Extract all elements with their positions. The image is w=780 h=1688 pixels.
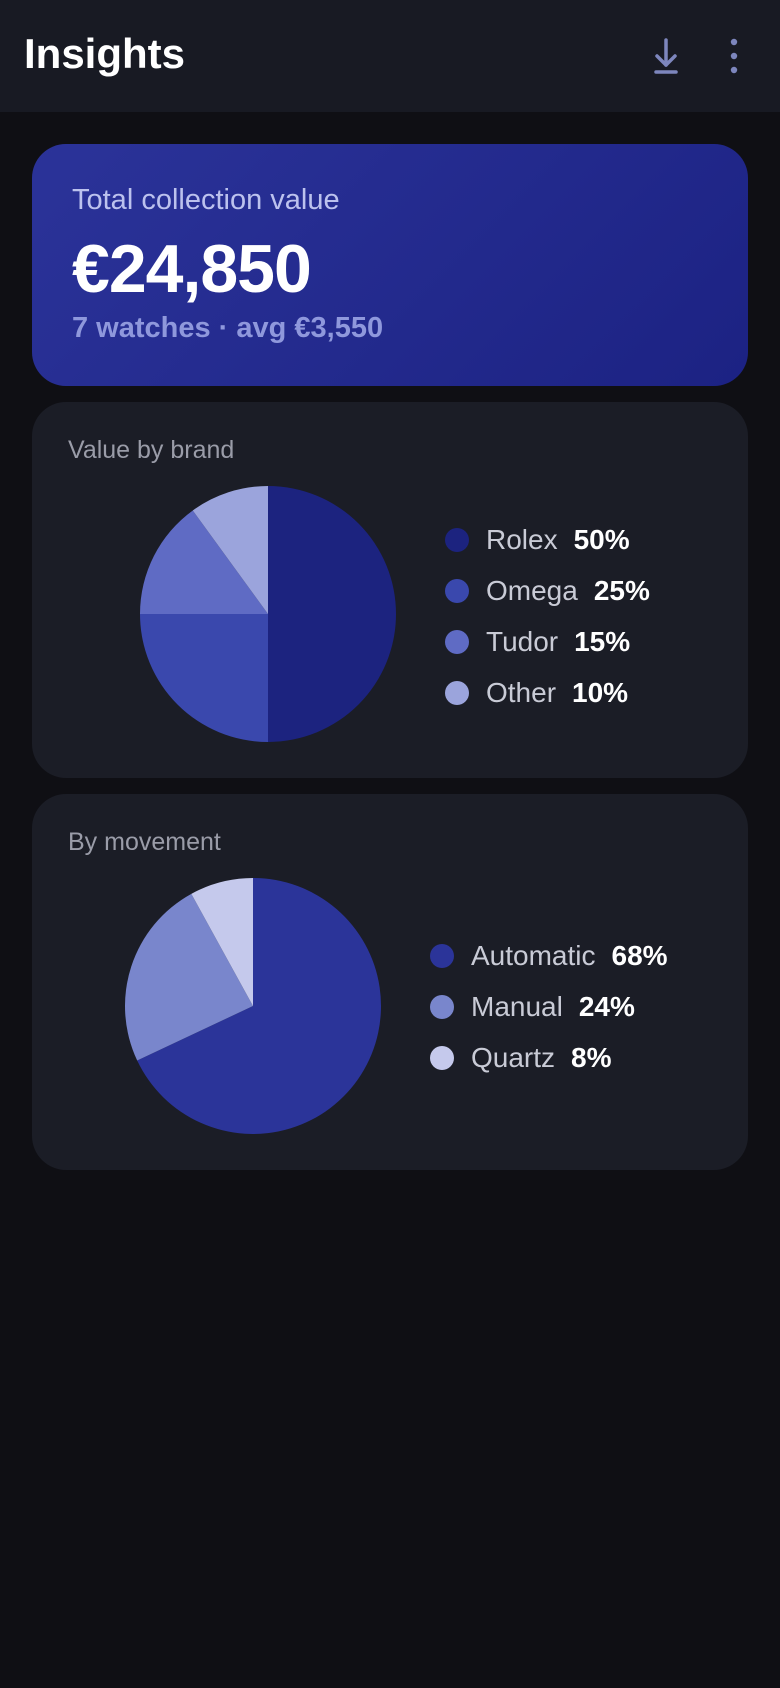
- movement-pie-chart: [125, 878, 381, 1134]
- download-button[interactable]: [636, 26, 696, 86]
- pie-slice-omega: [140, 614, 268, 742]
- legend-percent: 25%: [593, 574, 650, 606]
- legend-item-other: Other 10%: [445, 667, 650, 718]
- legend-label: Quartz: [471, 1041, 556, 1073]
- movement-legend: Automatic 68% Manual 24% Quartz 8%: [430, 930, 668, 1083]
- page-title: Insights: [24, 30, 186, 77]
- download-icon: [654, 38, 678, 74]
- legend-percent: 50%: [573, 523, 630, 555]
- pie-slice-rolex: [268, 486, 396, 742]
- movement-card-title: By movement: [68, 828, 221, 856]
- legend-item-rolex: Rolex 50%: [445, 514, 650, 565]
- legend-swatch: [445, 527, 469, 552]
- legend-item-manual: Manual 24%: [430, 981, 668, 1032]
- pie-slice-tudor: [140, 510, 268, 614]
- collection-value-amount: €24,850: [72, 231, 312, 307]
- legend-swatch: [445, 629, 469, 654]
- legend-label: Rolex: [486, 523, 558, 555]
- legend-label: Other: [486, 676, 557, 708]
- pie-slice-quartz: [191, 878, 253, 1006]
- pie-slice-automatic: [137, 878, 381, 1134]
- more-vertical-icon: [730, 38, 738, 74]
- brand-pie-chart: [140, 486, 396, 742]
- by-movement-card: By movement Automatic 68% Manual 24% Qua…: [32, 794, 748, 1170]
- legend-percent: 8%: [571, 1041, 612, 1073]
- legend-swatch: [445, 680, 469, 705]
- legend-percent: 10%: [572, 676, 629, 708]
- legend-item-automatic: Automatic 68%: [430, 930, 668, 981]
- legend-label: Tudor: [486, 625, 559, 657]
- legend-swatch: [445, 578, 469, 603]
- value-by-brand-card: Value by brand Rolex 50% Omega 25% Tudor…: [32, 402, 748, 778]
- collection-value-label: Total collection value: [72, 184, 340, 216]
- brand-legend: Rolex 50% Omega 25% Tudor 15% Other 10%: [445, 514, 650, 718]
- brand-card-title: Value by brand: [68, 436, 235, 464]
- pie-slice-other: [192, 486, 268, 614]
- legend-item-tudor: Tudor 15%: [445, 616, 650, 667]
- legend-item-quartz: Quartz 8%: [430, 1032, 668, 1083]
- legend-label: Automatic: [471, 939, 596, 971]
- collection-value-card: Total collection value €24,850 7 watches…: [32, 144, 748, 386]
- legend-swatch: [430, 1045, 454, 1070]
- app-bar: Insights: [0, 0, 780, 112]
- legend-percent: 24%: [578, 990, 635, 1022]
- legend-percent: 68%: [611, 939, 668, 971]
- legend-label: Manual: [471, 990, 563, 1022]
- legend-swatch: [430, 943, 454, 968]
- pie-slice-manual: [125, 893, 253, 1061]
- more-options-button[interactable]: [704, 26, 764, 86]
- legend-item-omega: Omega 25%: [445, 565, 650, 616]
- legend-swatch: [430, 994, 454, 1019]
- collection-value-subtitle: 7 watches · avg €3,550: [72, 312, 384, 344]
- legend-percent: 15%: [574, 625, 631, 657]
- legend-label: Omega: [486, 574, 578, 606]
